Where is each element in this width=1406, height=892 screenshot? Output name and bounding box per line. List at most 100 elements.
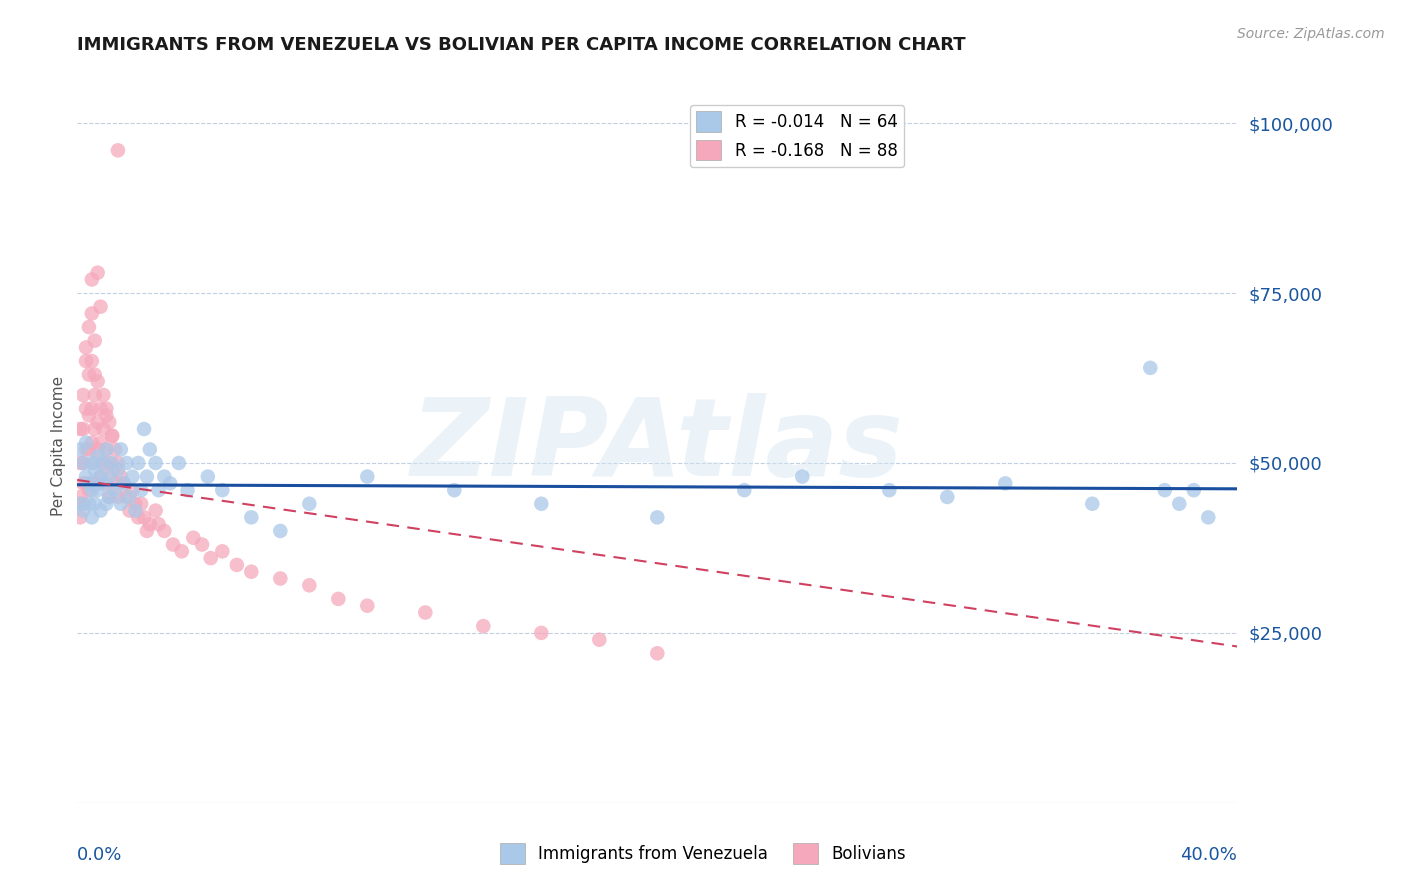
- Point: [80, 435, 103, 450]
- Point: [98, 456, 121, 470]
- Point: [240, 510, 263, 524]
- Point: [129, 497, 152, 511]
- Point: [96, 409, 118, 423]
- Point: [77, 497, 100, 511]
- Point: [240, 565, 263, 579]
- Point: [75, 341, 97, 355]
- Point: [93, 456, 115, 470]
- Point: [139, 442, 162, 457]
- Point: [77, 442, 100, 457]
- Point: [83, 463, 105, 477]
- Point: [588, 632, 610, 647]
- Point: [72, 503, 94, 517]
- Point: [86, 415, 108, 429]
- Point: [75, 401, 97, 416]
- Point: [96, 497, 118, 511]
- Point: [159, 476, 181, 491]
- Point: [80, 476, 103, 491]
- Point: [107, 144, 129, 158]
- Point: [83, 497, 105, 511]
- Point: [83, 422, 105, 436]
- Point: [75, 354, 97, 368]
- Text: ZIPAtlas: ZIPAtlas: [411, 393, 904, 499]
- Point: [101, 463, 124, 477]
- Point: [530, 626, 553, 640]
- Point: [269, 572, 291, 586]
- Point: [75, 435, 97, 450]
- Text: Source: ZipAtlas.com: Source: ZipAtlas.com: [1237, 27, 1385, 41]
- Point: [83, 456, 105, 470]
- Point: [148, 517, 170, 532]
- Point: [200, 551, 222, 566]
- Point: [127, 456, 149, 470]
- Text: IMMIGRANTS FROM VENEZUELA VS BOLIVIAN PER CAPITA INCOME CORRELATION CHART: IMMIGRANTS FROM VENEZUELA VS BOLIVIAN PE…: [77, 36, 966, 54]
- Point: [86, 266, 108, 280]
- Point: [647, 646, 669, 660]
- Point: [80, 272, 103, 286]
- Point: [86, 375, 108, 389]
- Point: [269, 524, 291, 538]
- Text: 40.0%: 40.0%: [1181, 846, 1237, 863]
- Point: [124, 503, 146, 517]
- Point: [298, 497, 321, 511]
- Point: [124, 497, 146, 511]
- Legend: Immigrants from Venezuela, Bolivians: Immigrants from Venezuela, Bolivians: [494, 837, 912, 871]
- Point: [104, 483, 127, 498]
- Point: [98, 490, 121, 504]
- Point: [77, 483, 100, 498]
- Point: [101, 456, 124, 470]
- Text: 0.0%: 0.0%: [77, 846, 122, 863]
- Point: [93, 422, 115, 436]
- Point: [136, 469, 159, 483]
- Point: [328, 591, 350, 606]
- Point: [115, 456, 138, 470]
- Point: [107, 490, 129, 504]
- Point: [1182, 483, 1205, 498]
- Point: [145, 456, 167, 470]
- Point: [80, 510, 103, 524]
- Point: [110, 497, 132, 511]
- Point: [80, 401, 103, 416]
- Point: [127, 510, 149, 524]
- Point: [121, 469, 143, 483]
- Point: [211, 483, 233, 498]
- Point: [83, 368, 105, 382]
- Point: [72, 422, 94, 436]
- Point: [96, 442, 118, 457]
- Point: [211, 544, 233, 558]
- Point: [647, 510, 669, 524]
- Point: [110, 469, 132, 483]
- Point: [112, 476, 135, 491]
- Point: [90, 300, 111, 314]
- Point: [110, 442, 132, 457]
- Point: [80, 354, 103, 368]
- Point: [356, 469, 378, 483]
- Point: [1081, 497, 1104, 511]
- Point: [75, 469, 97, 483]
- Point: [90, 435, 111, 450]
- Point: [104, 476, 127, 491]
- Point: [162, 537, 184, 551]
- Point: [139, 517, 162, 532]
- Point: [90, 469, 111, 483]
- Point: [93, 476, 115, 491]
- Point: [98, 415, 121, 429]
- Point: [107, 456, 129, 470]
- Point: [298, 578, 321, 592]
- Point: [170, 544, 193, 558]
- Point: [148, 483, 170, 498]
- Point: [96, 442, 118, 457]
- Point: [145, 503, 167, 517]
- Point: [101, 429, 124, 443]
- Point: [96, 476, 118, 491]
- Point: [136, 524, 159, 538]
- Point: [994, 476, 1017, 491]
- Point: [191, 537, 214, 551]
- Point: [1197, 510, 1219, 524]
- Point: [80, 306, 103, 320]
- Point: [72, 456, 94, 470]
- Point: [1153, 483, 1175, 498]
- Point: [225, 558, 247, 572]
- Legend: R = -0.014   N = 64, R = -0.168   N = 88: R = -0.014 N = 64, R = -0.168 N = 88: [689, 104, 904, 167]
- Point: [80, 456, 103, 470]
